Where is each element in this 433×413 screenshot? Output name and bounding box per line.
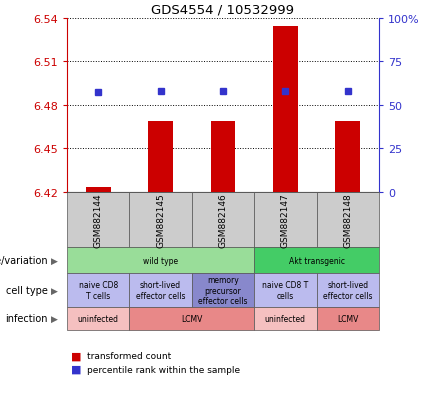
Text: genotype/variation: genotype/variation: [0, 256, 48, 266]
Title: GDS4554 / 10532999: GDS4554 / 10532999: [152, 3, 294, 16]
Text: uninfected: uninfected: [78, 314, 119, 323]
Text: wild type: wild type: [143, 256, 178, 265]
Text: Akt transgenic: Akt transgenic: [288, 256, 345, 265]
Text: transformed count: transformed count: [87, 351, 171, 360]
Bar: [335, 121, 360, 192]
Text: GSM882148: GSM882148: [343, 192, 352, 247]
Text: short-lived
effector cells: short-lived effector cells: [323, 281, 372, 300]
Text: naive CD8
T cells: naive CD8 T cells: [79, 281, 118, 300]
Text: LCMV: LCMV: [181, 314, 203, 323]
Text: short-lived
effector cells: short-lived effector cells: [136, 281, 185, 300]
Text: GSM882145: GSM882145: [156, 192, 165, 247]
Text: ▶: ▶: [51, 314, 58, 323]
Text: percentile rank within the sample: percentile rank within the sample: [87, 365, 240, 374]
Text: GSM882146: GSM882146: [219, 192, 227, 247]
Text: GSM882147: GSM882147: [281, 192, 290, 247]
Text: ▶: ▶: [51, 286, 58, 295]
Text: infection: infection: [5, 313, 48, 324]
Bar: [273, 27, 298, 192]
Text: memory
precursor
effector cells: memory precursor effector cells: [198, 275, 248, 305]
Bar: [148, 121, 173, 192]
Text: cell type: cell type: [6, 285, 48, 295]
Text: GSM882144: GSM882144: [94, 193, 103, 247]
Text: naive CD8 T
cells: naive CD8 T cells: [262, 281, 308, 300]
Text: ▶: ▶: [51, 256, 58, 265]
Text: ■: ■: [71, 351, 82, 361]
Bar: [86, 188, 111, 192]
Bar: [210, 121, 236, 192]
Text: ■: ■: [71, 364, 82, 374]
Text: LCMV: LCMV: [337, 314, 359, 323]
Text: uninfected: uninfected: [265, 314, 306, 323]
